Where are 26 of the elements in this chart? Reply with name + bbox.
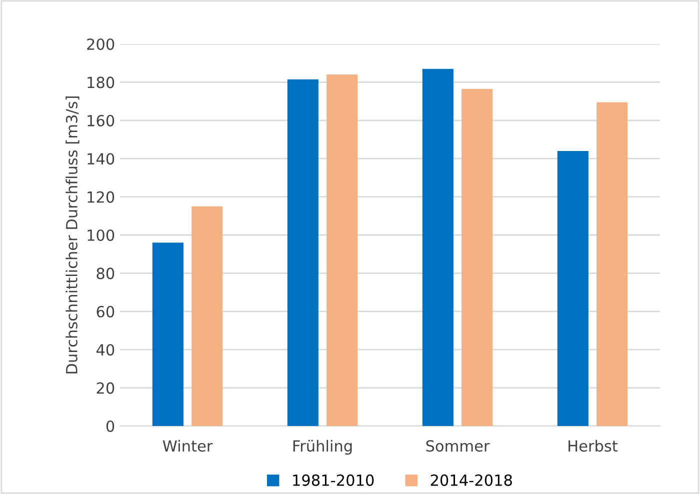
y-axis-title: Durchschnittlicher Durchfluss [m3/s] (66, 96, 80, 374)
bar (192, 206, 223, 426)
y-tick-label: 40 (96, 344, 114, 356)
x-tick-label: Winter (162, 440, 213, 452)
y-tick-label: 160 (88, 114, 114, 126)
y-tick-label: 80 (96, 268, 114, 280)
y-tick-label: 180 (88, 76, 114, 88)
legend-label: 2014-2018 (430, 474, 512, 486)
bar (152, 242, 184, 426)
y-tick-label: 100 (88, 229, 114, 242)
bar (596, 102, 628, 426)
x-tick-label: Herbst (568, 440, 618, 452)
y-tick-label: 200 (87, 38, 114, 50)
y-tick-label: 60 (96, 306, 114, 318)
bar (557, 150, 588, 426)
y-tick-label: 0 (106, 420, 114, 432)
legend-label: 1981-2010 (293, 474, 374, 486)
bar (326, 74, 358, 426)
y-tick-label: 140 (88, 153, 114, 165)
y-tick-label: 20 (96, 382, 114, 394)
bar (287, 79, 318, 426)
bar (422, 68, 454, 426)
x-tick-label: Frühling (293, 440, 352, 455)
y-tick-label: 120 (88, 191, 114, 203)
bar (462, 88, 493, 426)
x-tick-label: Sommer (426, 440, 490, 452)
